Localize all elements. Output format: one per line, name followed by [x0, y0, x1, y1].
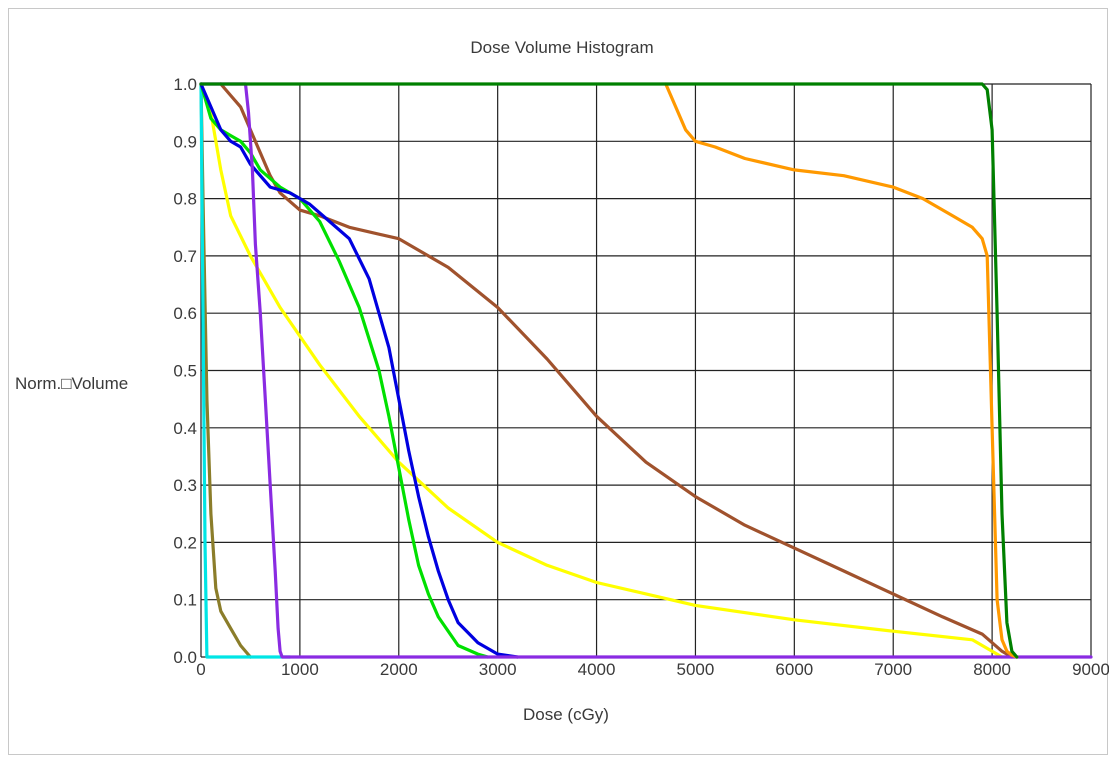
series-line	[199, 82, 1093, 659]
x-tick-label: 9000	[1072, 660, 1109, 679]
grid	[200, 83, 1092, 658]
x-tick-label: 5000	[677, 660, 715, 679]
series-line	[219, 82, 1014, 659]
x-axis-title: Dose (cGy)	[523, 705, 609, 724]
x-tick-label: 2000	[380, 660, 418, 679]
series-line	[199, 82, 1019, 659]
y-tick-label: 0.4	[173, 419, 197, 438]
x-tick-label: 0	[196, 660, 205, 679]
x-tick-label: 6000	[775, 660, 813, 679]
y-tick-label: 0.7	[173, 247, 197, 266]
dvh-chart: Dose Volume Histogram Dose (cGy) Norm.□V…	[15, 38, 1109, 724]
series-line	[664, 82, 1019, 659]
y-tick-label: 0.1	[173, 591, 197, 610]
chart-frame: Dose Volume Histogram Dose (cGy) Norm.□V…	[8, 8, 1109, 755]
x-tick-label: 7000	[874, 660, 912, 679]
y-tick-label: 0.6	[173, 304, 197, 323]
series-line	[199, 82, 292, 659]
series-line	[199, 82, 519, 659]
series-line	[199, 82, 1004, 659]
chart-title: Dose Volume Histogram	[470, 38, 653, 57]
y-tick-label: 0.3	[173, 476, 197, 495]
y-tick-label: 0.9	[173, 132, 197, 151]
y-tick-label: 0.5	[173, 362, 197, 381]
y-axis-title: Norm.□Volume	[15, 374, 128, 393]
y-tick-labels: 0.0 0.1 0.2 0.3 0.4 0.5 0.6 0.7 0.8 0.9 1.0	[173, 75, 197, 667]
series-line	[199, 82, 252, 659]
y-tick-label: 0.8	[173, 190, 197, 209]
x-tick-label: 1000	[281, 660, 319, 679]
x-tick-label: 4000	[578, 660, 616, 679]
y-tick-label: 0.0	[173, 648, 197, 667]
series-group	[199, 82, 1093, 659]
series-line	[199, 82, 490, 659]
x-tick-label: 8000	[973, 660, 1011, 679]
x-tick-labels: 0 1000 2000 3000 4000 5000 6000 7000 8000 9000	[196, 660, 1109, 679]
y-tick-label: 1.0	[173, 75, 197, 94]
x-tick-label: 3000	[479, 660, 517, 679]
y-tick-label: 0.2	[173, 533, 197, 552]
